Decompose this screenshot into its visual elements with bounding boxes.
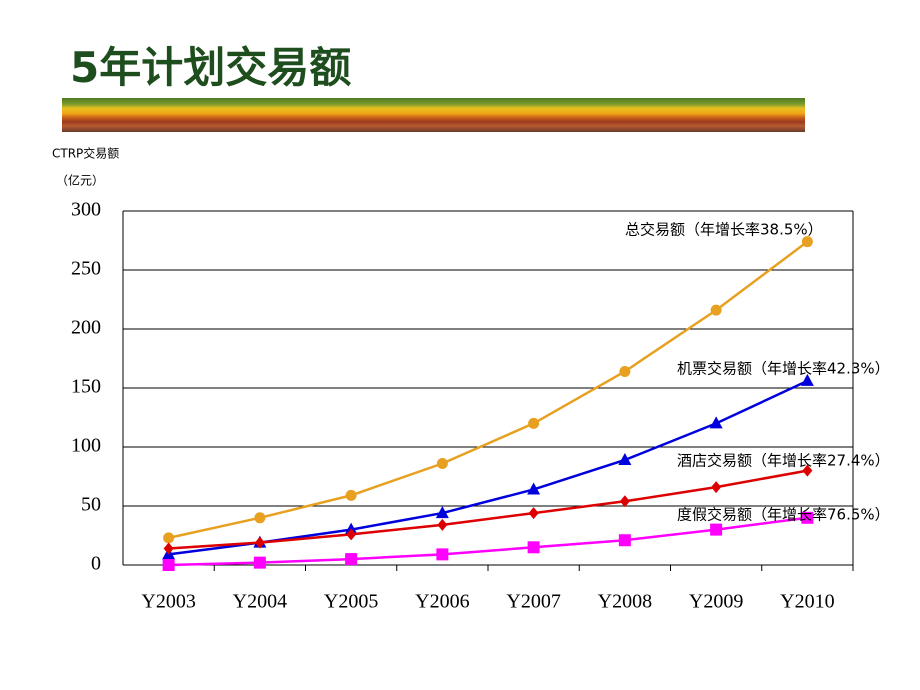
x-tick-label: Y2009 <box>689 591 743 613</box>
marker <box>711 481 722 494</box>
marker <box>709 416 723 429</box>
marker <box>436 548 449 561</box>
y-axis-label: CTRP交易额 <box>52 146 119 161</box>
marker <box>801 236 813 248</box>
y-tick-label: 250 <box>71 258 101 280</box>
marker <box>345 553 358 566</box>
y-tick-label: 200 <box>71 317 101 339</box>
marker <box>254 536 265 549</box>
x-tick-label: Y2010 <box>780 591 834 613</box>
y-tick-label: 150 <box>71 376 101 398</box>
x-tick-label: Y2003 <box>141 591 195 613</box>
marker <box>710 304 722 316</box>
marker <box>618 534 631 547</box>
marker <box>163 542 174 555</box>
marker <box>802 464 813 477</box>
marker <box>435 506 449 519</box>
marker <box>527 541 540 554</box>
marker <box>163 532 175 544</box>
marker <box>437 518 448 531</box>
series-label: 酒店交易额（年增长率27.4%） <box>677 452 890 470</box>
marker <box>253 556 266 569</box>
marker <box>619 365 631 377</box>
marker <box>346 528 357 541</box>
marker <box>618 452 632 465</box>
marker <box>436 458 448 470</box>
slide-title: 5年计划交易额 <box>70 43 351 92</box>
marker <box>345 489 357 501</box>
series-label: 度假交易额（年增长率76.5%） <box>677 506 890 524</box>
marker <box>254 512 266 524</box>
series-label: 机票交易额（年增长率42.3%） <box>677 360 890 378</box>
x-tick-label: Y2008 <box>598 591 652 613</box>
y-axis-unit: （亿元） <box>56 173 104 188</box>
marker <box>800 373 814 386</box>
series-line <box>168 516 808 567</box>
marker <box>527 482 541 495</box>
x-tick-label: Y2005 <box>324 591 378 613</box>
marker <box>528 417 540 429</box>
y-tick-label: 100 <box>71 435 101 457</box>
series-line <box>168 469 808 550</box>
x-tick-label: Y2006 <box>415 591 469 613</box>
x-tick-label: Y2004 <box>233 591 287 613</box>
x-tick-label: Y2007 <box>506 591 560 613</box>
y-tick-label: 300 <box>71 199 101 221</box>
marker <box>162 559 175 571</box>
decorative-banner <box>62 98 805 132</box>
marker <box>801 511 814 524</box>
marker <box>710 523 723 536</box>
marker <box>619 495 630 508</box>
series-label: 总交易额（年增长率38.5%） <box>625 221 823 239</box>
marker <box>528 507 539 520</box>
series-line <box>168 240 809 540</box>
y-tick-label: 0 <box>91 553 101 575</box>
y-tick-label: 50 <box>81 494 101 516</box>
